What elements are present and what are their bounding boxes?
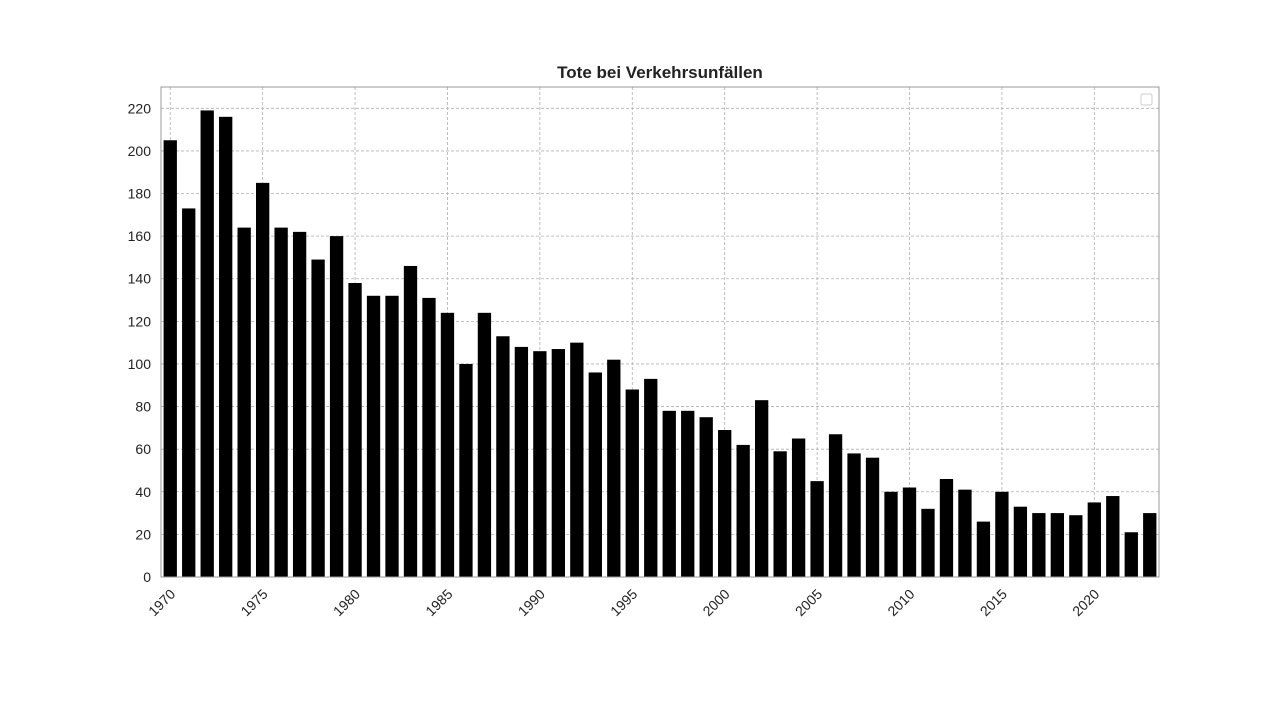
chart-title: Tote bei Verkehrsunfällen — [557, 63, 763, 82]
bar — [1124, 532, 1138, 577]
bar — [976, 521, 991, 577]
bar — [570, 342, 584, 577]
y-tick-label: 20 — [135, 526, 151, 542]
bar — [533, 351, 547, 577]
y-tick-label: 220 — [128, 100, 152, 116]
y-tick-label: 40 — [135, 484, 151, 500]
bar — [1087, 502, 1101, 577]
bar — [551, 349, 566, 577]
bar — [311, 259, 325, 577]
y-tick-label: 60 — [135, 441, 151, 457]
bar — [736, 444, 750, 577]
bar — [200, 110, 214, 577]
y-tick-label: 100 — [128, 356, 152, 372]
y-tick-label: 140 — [128, 271, 152, 287]
bar — [588, 372, 602, 577]
bar — [274, 227, 288, 577]
bar — [1050, 513, 1065, 577]
bar — [477, 312, 492, 577]
bar — [255, 182, 270, 577]
bar — [644, 378, 658, 577]
bar — [865, 457, 880, 577]
bar — [1106, 496, 1120, 577]
bar — [921, 508, 935, 577]
bar — [385, 295, 399, 577]
bar — [1013, 506, 1028, 577]
bar — [718, 430, 732, 577]
bar — [440, 312, 455, 577]
legend-box — [1140, 93, 1153, 106]
bar — [662, 410, 676, 577]
bar — [607, 359, 621, 577]
bar — [810, 481, 824, 577]
bar — [366, 295, 381, 577]
plot-frame — [160, 86, 1160, 578]
y-tick-label: 160 — [128, 228, 152, 244]
bar — [496, 336, 510, 577]
bar — [422, 297, 436, 577]
bar — [828, 434, 843, 577]
bar — [995, 491, 1009, 577]
y-tick-label: 0 — [143, 569, 151, 585]
bar — [791, 438, 806, 577]
bar — [847, 453, 861, 577]
bar — [348, 283, 362, 577]
y-tick-label: 200 — [128, 143, 152, 159]
bar — [292, 231, 307, 577]
bar — [773, 451, 787, 577]
bar — [681, 410, 695, 577]
bar — [329, 236, 344, 577]
bar — [939, 479, 954, 577]
y-tick-label: 120 — [128, 313, 152, 329]
bar — [699, 417, 713, 577]
bar — [958, 489, 972, 577]
bar — [219, 116, 233, 578]
y-tick-label: 80 — [135, 399, 151, 415]
bar — [163, 140, 177, 577]
bar — [237, 227, 251, 577]
y-tick-label: 180 — [128, 186, 152, 202]
bar — [1032, 513, 1046, 577]
bar — [182, 208, 196, 577]
bar — [884, 491, 898, 577]
bar — [902, 487, 917, 577]
bar — [1143, 513, 1157, 577]
bar — [459, 363, 473, 577]
bar — [514, 346, 529, 577]
bar — [625, 389, 639, 577]
bar — [754, 400, 769, 577]
bar — [403, 265, 418, 577]
bar — [1069, 515, 1083, 577]
